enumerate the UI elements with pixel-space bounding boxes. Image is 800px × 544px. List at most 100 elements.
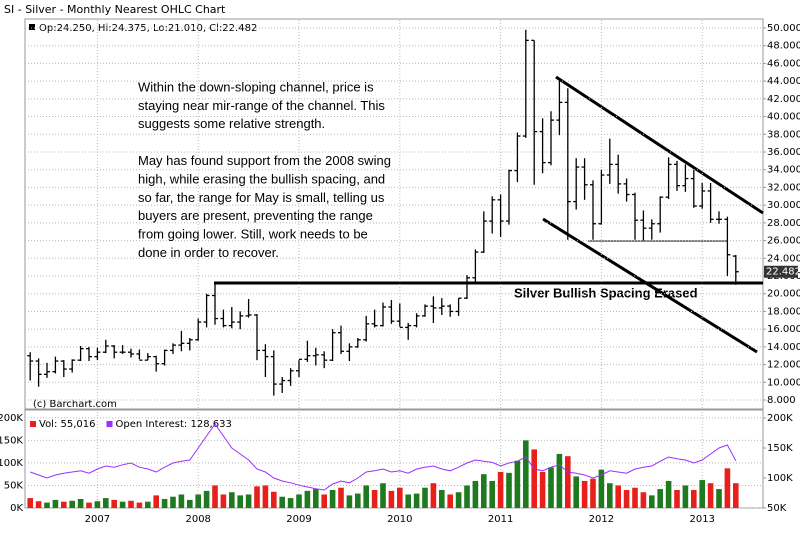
ohlc-bar xyxy=(144,353,151,361)
ohlc-bar xyxy=(665,157,672,199)
volume-bar xyxy=(472,480,479,508)
volume-bar xyxy=(77,498,84,508)
volume-bar xyxy=(229,492,235,508)
ohlc-bar xyxy=(52,356,59,374)
legend-swatch xyxy=(30,421,36,427)
volume-bar xyxy=(691,489,697,508)
ohlc-bar xyxy=(489,196,496,234)
volume-bar xyxy=(657,489,663,508)
y-tick-label: 150K xyxy=(0,435,23,446)
legend-label: Open Interest: 128,633 xyxy=(116,419,232,430)
ohlc-bar xyxy=(539,118,546,174)
y2-tick-label: 200K xyxy=(767,413,793,424)
volume-bar xyxy=(271,491,277,508)
ohlc-bar xyxy=(657,196,664,233)
y-tick-label: 34.000 xyxy=(767,165,800,176)
ohlc-legend: Op:24.250, Hi:24.375, Lo:21.010, Cl:22.4… xyxy=(39,23,257,34)
ohlc-bar xyxy=(531,39,538,185)
x-tick-label: 2007 xyxy=(85,514,110,525)
legend-swatch xyxy=(106,421,113,427)
volume-bar xyxy=(35,501,42,508)
ohlc-bar xyxy=(464,275,470,300)
ohlc-bar xyxy=(506,169,512,225)
ohlc-bar xyxy=(354,338,361,348)
volume-bar xyxy=(338,487,344,508)
volume-bar xyxy=(237,495,243,508)
volume-bar xyxy=(245,494,252,508)
ohlc-bar xyxy=(732,254,739,285)
y-tick-label: 46.000 xyxy=(767,58,800,69)
y-tick-label: 8.000 xyxy=(767,395,796,406)
volume-bar xyxy=(590,478,596,508)
volume-bar xyxy=(145,501,151,508)
annotation: May has found support from the 2008 swin… xyxy=(138,153,391,168)
y-tick-label: 32.000 xyxy=(767,182,800,193)
ohlc-bar xyxy=(111,345,118,359)
annotation: buyers are present, preventing the range xyxy=(138,208,373,223)
volume-bar xyxy=(565,456,571,508)
ohlc-bar xyxy=(640,210,647,241)
volume-bar xyxy=(279,496,285,508)
volume-bar xyxy=(699,480,705,508)
volume-bar xyxy=(489,480,495,508)
ohlc-bar xyxy=(321,351,328,369)
volume-bar xyxy=(514,460,521,508)
callout: Silver Bullish Spacing Erased xyxy=(514,285,698,300)
y-tick-label: 20.000 xyxy=(767,289,800,300)
ohlc-bar xyxy=(245,299,252,318)
last-price: 22.482 xyxy=(766,267,800,278)
annotation: so far, the range for May is small, tell… xyxy=(138,190,385,205)
y-tick-label: 36.000 xyxy=(767,147,800,158)
ohlc-bar xyxy=(707,182,714,223)
volume-bar xyxy=(304,490,311,508)
ohlc-bar xyxy=(371,309,378,328)
annotation: from going lower. Still, work needs to b… xyxy=(138,227,368,242)
ohlc-bar xyxy=(632,192,638,240)
volume-bar xyxy=(397,487,403,508)
ohlc-bar xyxy=(44,362,50,378)
legend-swatch xyxy=(29,24,35,30)
x-tick-label: 2009 xyxy=(286,514,311,525)
volume-bar xyxy=(371,489,378,508)
volume-bar xyxy=(329,489,336,508)
ohlc-bar xyxy=(136,349,143,361)
ohlc-bar xyxy=(388,299,395,324)
ohlc-bar xyxy=(161,349,168,366)
volume-bar xyxy=(321,494,327,508)
annotation: done in order to recover. xyxy=(138,245,279,260)
ohlc-bar xyxy=(699,182,706,209)
y-tick-label: 100K xyxy=(0,458,23,469)
ohlc-bar xyxy=(102,339,109,354)
ohlc-bar xyxy=(690,169,697,208)
volume-bar xyxy=(707,483,714,508)
ohlc-bar xyxy=(153,355,160,372)
annotation: suggests some relative strength. xyxy=(138,116,325,131)
ohlc-bar xyxy=(60,360,67,377)
ohlc-bar xyxy=(212,282,218,325)
volume-bar xyxy=(573,476,579,508)
ohlc-bar xyxy=(338,325,344,354)
ohlc-bar xyxy=(279,376,286,393)
volume-bar xyxy=(254,486,260,508)
x-tick-label: 2011 xyxy=(488,514,513,525)
last-price-box xyxy=(764,265,798,278)
y-tick-label: 48.000 xyxy=(767,41,800,52)
annotation: high, while erasing the bullish spacing,… xyxy=(138,171,385,186)
volume-bar xyxy=(27,498,33,508)
volume-bar xyxy=(119,501,126,508)
annotation: Within the down-sloping channel, price i… xyxy=(138,79,374,94)
volume-bar xyxy=(607,483,613,508)
volume-bar xyxy=(128,500,134,508)
volume-bar xyxy=(674,489,680,508)
volume-bar xyxy=(455,492,462,508)
volume-bar xyxy=(355,493,361,508)
y-tick-label: 38.000 xyxy=(767,129,800,140)
volume-bar xyxy=(153,495,159,508)
channel-lower xyxy=(542,217,758,354)
volume-bar xyxy=(52,499,59,508)
volume-bar xyxy=(523,440,529,508)
ohlc-bar xyxy=(170,343,176,354)
ohlc-bar xyxy=(447,304,454,317)
x-tick-label: 2012 xyxy=(589,514,614,525)
volume-bar xyxy=(94,501,101,508)
